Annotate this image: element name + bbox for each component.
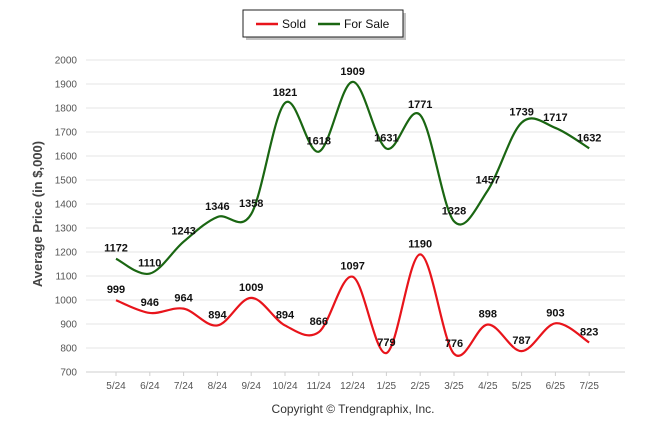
y-tick-label: 1700 <box>55 128 78 139</box>
data-label-sold: 787 <box>512 335 530 347</box>
y-axis-title: Average Price (in $,000) <box>30 141 45 287</box>
x-tick-label: 6/24 <box>140 381 160 392</box>
data-label-for-sale: 1346 <box>205 201 229 213</box>
data-label-for-sale: 1328 <box>442 205 466 217</box>
y-tick-label: 1500 <box>55 176 78 187</box>
x-tick-label: 10/24 <box>272 381 297 392</box>
x-tick-label: 5/24 <box>106 381 126 392</box>
data-label-sold: 1190 <box>408 238 432 250</box>
x-tick-label: 2/25 <box>410 381 430 392</box>
copyright-credit: Copyright © Trendgraphix, Inc. <box>272 402 435 416</box>
data-label-for-sale: 1717 <box>543 112 567 124</box>
series-line-sold <box>115 253 590 357</box>
data-label-sold: 964 <box>174 293 193 305</box>
data-label-for-sale: 1243 <box>171 226 195 238</box>
data-label-sold: 903 <box>546 307 564 319</box>
data-label-for-sale: 1739 <box>509 107 533 119</box>
data-label-sold: 894 <box>208 309 227 321</box>
y-tick-label: 1000 <box>55 296 78 307</box>
y-tick-label: 1900 <box>55 80 78 91</box>
legend: Sold For Sale <box>242 9 406 40</box>
x-tick-label: 3/25 <box>444 381 464 392</box>
data-label-sold: 1097 <box>340 261 364 273</box>
series-group <box>115 80 590 357</box>
data-label-sold: 779 <box>377 337 395 349</box>
data-labels: 999 946 964 894 1009 894 866 1097 779 1190 776 898 7… <box>104 66 601 350</box>
data-label-for-sale: 1618 <box>307 136 331 148</box>
data-label-for-sale: 1172 <box>104 243 128 255</box>
data-label-sold: 999 <box>107 284 125 296</box>
data-label-for-sale: 1821 <box>273 87 297 99</box>
series-line-for-sale <box>115 80 590 275</box>
data-label-sold: 823 <box>580 326 598 338</box>
grid <box>86 59 625 373</box>
x-axis-ticks: 5/24 6/24 7/24 8/24 9/24 10/24 11/24 12/24 1/25 2… <box>106 372 599 392</box>
x-tick-label: 8/24 <box>208 381 228 392</box>
y-tick-label: 700 <box>60 368 77 379</box>
data-label-for-sale: 1110 <box>138 258 161 270</box>
x-tick-label: 7/24 <box>174 381 194 392</box>
data-label-sold: 1009 <box>239 282 263 294</box>
y-tick-label: 1600 <box>55 152 78 163</box>
x-tick-label: 9/24 <box>241 381 261 392</box>
data-label-for-sale: 1771 <box>408 99 432 111</box>
data-label-sold: 898 <box>479 308 497 320</box>
legend-label-for-sale: For Sale <box>344 17 390 31</box>
y-tick-label: 1200 <box>55 248 78 259</box>
y-tick-label: 2000 <box>55 56 78 67</box>
y-tick-label: 900 <box>60 320 77 331</box>
y-tick-label: 1100 <box>55 272 77 283</box>
data-label-sold: 776 <box>445 338 463 350</box>
x-tick-label: 5/25 <box>512 381 532 392</box>
data-label-for-sale: 1909 <box>340 66 364 78</box>
legend-label-sold: Sold <box>282 17 306 31</box>
y-tick-label: 1400 <box>55 200 78 211</box>
data-label-for-sale: 1457 <box>476 174 500 186</box>
x-tick-label: 11/24 <box>307 381 332 392</box>
data-label-for-sale: 1632 <box>577 132 601 144</box>
y-tick-label: 800 <box>60 344 77 355</box>
x-tick-label: 7/25 <box>579 381 599 392</box>
x-tick-label: 1/25 <box>377 381 397 392</box>
x-tick-label: 6/25 <box>546 381 566 392</box>
data-label-for-sale: 1631 <box>374 133 398 145</box>
data-label-sold: 946 <box>141 297 159 309</box>
x-tick-label: 4/25 <box>478 381 498 392</box>
data-label-sold: 894 <box>276 309 295 321</box>
y-axis-ticks: 700 800 900 1000 1100 1200 1300 1400 1500 1600 170… <box>55 56 78 379</box>
x-tick-label: 12/24 <box>340 381 365 392</box>
y-tick-label: 1300 <box>55 224 78 235</box>
y-tick-label: 1800 <box>55 104 78 115</box>
data-label-sold: 866 <box>310 316 328 328</box>
data-label-for-sale: 1358 <box>239 198 263 210</box>
